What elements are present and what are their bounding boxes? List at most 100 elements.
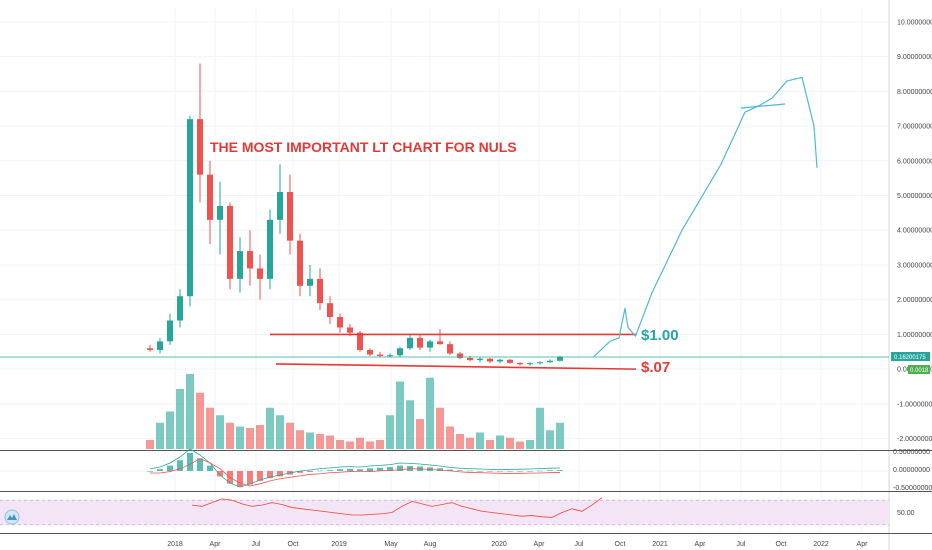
candle-body bbox=[217, 205, 223, 220]
macd-tick-label: 0.00000000 bbox=[893, 467, 930, 474]
candle-body bbox=[437, 341, 443, 345]
volume-bar bbox=[376, 440, 384, 449]
volume-bar bbox=[216, 415, 224, 449]
y-tick-label: 10.00000000 bbox=[897, 19, 932, 26]
volume-bar bbox=[286, 422, 294, 449]
y-tick-label: 8.00000000 bbox=[897, 89, 932, 96]
macd-bar bbox=[337, 469, 343, 471]
macd-bar bbox=[157, 469, 163, 471]
volume-bar bbox=[306, 432, 314, 449]
x-tick-label: Oct bbox=[288, 541, 299, 548]
x-tick-label: Apr bbox=[857, 541, 869, 548]
macd-bar bbox=[217, 471, 223, 477]
candle-body bbox=[397, 348, 403, 356]
macd-panel: 0.50000000 0.00000000 -0.50000000 bbox=[0, 448, 932, 492]
volume-bar bbox=[416, 419, 424, 449]
candle-body bbox=[157, 341, 163, 351]
x-tick-label: Jul bbox=[575, 541, 584, 548]
candle-body bbox=[277, 192, 283, 220]
volume-bar bbox=[446, 426, 454, 449]
candle-body bbox=[287, 192, 293, 241]
volume-bar bbox=[246, 428, 254, 449]
candle-body bbox=[317, 278, 323, 304]
candle-body bbox=[207, 174, 213, 220]
candle-body bbox=[487, 358, 493, 362]
level-layer bbox=[0, 333, 889, 370]
volume-bar bbox=[196, 392, 204, 449]
candle-body bbox=[337, 317, 343, 328]
volume-bar bbox=[546, 430, 554, 449]
macd-bar bbox=[267, 471, 273, 479]
volume-bar bbox=[406, 400, 414, 449]
candle-body bbox=[427, 341, 433, 348]
candle-layer bbox=[147, 63, 563, 366]
x-tick-label: Apr bbox=[695, 541, 707, 548]
candle-body bbox=[327, 303, 333, 318]
volume-bar bbox=[336, 440, 344, 449]
volume-bar bbox=[276, 415, 284, 449]
x-tick-label: Oct bbox=[615, 541, 626, 548]
candle-body bbox=[187, 119, 193, 297]
macd-bar bbox=[197, 458, 203, 471]
last-price-badge: 0.16200175 bbox=[891, 352, 930, 361]
candle-body bbox=[517, 362, 523, 365]
candle-body bbox=[357, 332, 363, 351]
x-tick-label: 2020 bbox=[491, 541, 507, 548]
candle-body bbox=[167, 320, 173, 342]
y-tick-label: -1.00000000 bbox=[897, 401, 932, 408]
candle-body bbox=[527, 363, 533, 365]
volume-bar bbox=[436, 407, 444, 449]
volume-bar bbox=[266, 407, 274, 449]
x-axis: 2018 Apr Jul Oct 2019 May Aug 2020 Apr Jul Oct 2021… bbox=[167, 541, 868, 548]
macd-bar bbox=[377, 467, 383, 471]
volume-bar bbox=[456, 434, 464, 449]
volume-bar bbox=[186, 374, 194, 449]
volume-bar bbox=[326, 435, 334, 449]
candle-body bbox=[147, 348, 153, 351]
candle-body bbox=[247, 251, 253, 269]
candle-body bbox=[447, 344, 453, 354]
signal-line bbox=[150, 458, 561, 487]
macd-bar bbox=[277, 471, 283, 477]
macd-bar bbox=[357, 469, 363, 471]
volume-bar bbox=[236, 426, 244, 449]
macd-bar bbox=[487, 471, 493, 472]
volume-bar bbox=[526, 440, 534, 449]
candle-body bbox=[307, 278, 313, 286]
support-line bbox=[275, 363, 637, 370]
volume-bar bbox=[476, 432, 484, 449]
macd-bar bbox=[557, 470, 563, 471]
candle-body bbox=[237, 251, 243, 279]
y-tick-label: 1.00000000 bbox=[897, 332, 932, 339]
volume-bar bbox=[396, 381, 404, 449]
x-tick-label: Apr bbox=[210, 541, 222, 548]
macd-bar bbox=[147, 471, 153, 472]
last-price-value: 0.16200175 bbox=[894, 355, 926, 361]
volume-bar bbox=[166, 411, 174, 449]
volume-layer bbox=[146, 374, 564, 449]
volume-bar bbox=[506, 437, 514, 449]
volume-bar bbox=[316, 434, 324, 449]
rsi-logo-icon[interactable] bbox=[4, 509, 20, 525]
volume-bar bbox=[296, 430, 304, 449]
rsi-line bbox=[191, 497, 603, 518]
volume-bar bbox=[386, 415, 394, 449]
x-tick-label: Jul bbox=[252, 541, 261, 548]
x-tick-label: May bbox=[384, 541, 398, 548]
macd-bar bbox=[187, 453, 193, 471]
macd-bar bbox=[237, 471, 243, 488]
macd-bar bbox=[457, 470, 463, 471]
macd-bar bbox=[297, 471, 303, 473]
macd-bar bbox=[347, 468, 353, 471]
x-tick-label: 2018 bbox=[167, 541, 183, 548]
candle-body bbox=[347, 327, 353, 333]
candle-body bbox=[257, 268, 263, 279]
candle-body bbox=[477, 358, 483, 361]
support-label: $.07 bbox=[641, 359, 670, 376]
volume-bar bbox=[516, 441, 524, 449]
y-tick-label: 3.00000000 bbox=[897, 262, 932, 269]
volume-bar bbox=[496, 435, 504, 449]
